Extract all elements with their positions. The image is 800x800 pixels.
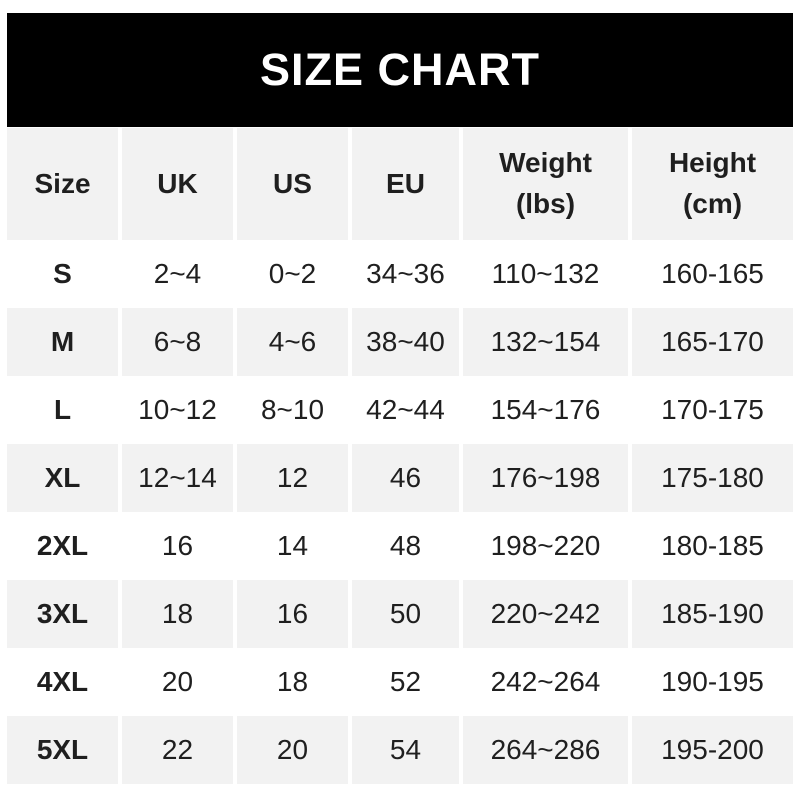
height-value: 190-195: [661, 666, 764, 697]
column-header-label: Height: [668, 147, 757, 179]
size-value: XL: [7, 444, 118, 512]
size-value: 2XL: [36, 530, 89, 561]
uk-value: 22: [122, 716, 233, 784]
us-value: 4~6: [237, 308, 348, 376]
column-header-uk: UK: [122, 128, 233, 240]
uk-value: 18: [122, 580, 233, 648]
weight-value: 132~154: [463, 308, 628, 376]
size-value: S: [53, 258, 72, 289]
column-header-label: EU: [386, 167, 425, 199]
height-value: 185-190: [632, 580, 793, 648]
size-value: 3XL: [7, 580, 118, 648]
column-header-label: Weight: [499, 147, 592, 179]
column-header-weight: Weight (lbs): [463, 128, 628, 240]
column-header-us: US: [237, 128, 348, 240]
us-value: 0~2: [268, 258, 317, 289]
size-value: L: [53, 394, 72, 425]
us-value: 14: [276, 530, 309, 561]
size-value: M: [7, 308, 118, 376]
table-row-3xl: 3XL 18 16 50 220~242 185-190: [7, 580, 793, 648]
column-header-label: UK: [157, 167, 198, 199]
size-value: 5XL: [7, 716, 118, 784]
size-chart-container: SIZE CHART Size UK US EU Weight (lbs): [7, 13, 793, 784]
column-header-sublabel: (cm): [682, 188, 743, 219]
column-header-eu: EU: [352, 128, 459, 240]
us-value: 18: [276, 666, 309, 697]
height-value: 160-165: [661, 258, 764, 289]
us-value: 20: [237, 716, 348, 784]
eu-value: 50: [352, 580, 459, 648]
weight-value: 154~176: [490, 394, 601, 425]
eu-value: 38~40: [352, 308, 459, 376]
weight-value: 110~132: [491, 258, 600, 289]
table-row-m: M 6~8 4~6 38~40 132~154 165-170: [7, 308, 793, 376]
eu-value: 52: [389, 666, 422, 697]
table-row-5xl: 5XL 22 20 54 264~286 195-200: [7, 716, 793, 784]
height-value: 170-175: [661, 394, 764, 425]
size-value: 4XL: [36, 666, 89, 697]
table-row-s: S 2~4 0~2 34~36 110~132 160-165: [7, 240, 793, 308]
eu-value: 34~36: [366, 258, 445, 289]
uk-value: 20: [161, 666, 194, 697]
us-value: 8~10: [260, 394, 325, 425]
weight-value: 264~286: [463, 716, 628, 784]
page-title: SIZE CHART: [260, 44, 540, 95]
us-value: 16: [237, 580, 348, 648]
column-header-size: Size: [7, 128, 118, 240]
height-value: 195-200: [632, 716, 793, 784]
eu-value: 42~44: [366, 394, 445, 425]
column-header-height: Height (cm): [632, 128, 793, 240]
column-header-label: US: [273, 167, 312, 199]
table-row-4xl: 4XL 20 18 52 242~264 190-195: [7, 648, 793, 716]
uk-value: 12~14: [122, 444, 233, 512]
weight-value: 242~264: [490, 666, 601, 697]
table-row-l: L 10~12 8~10 42~44 154~176 170-175: [7, 376, 793, 444]
height-value: 175-180: [632, 444, 793, 512]
uk-value: 16: [161, 530, 194, 561]
eu-value: 48: [389, 530, 422, 561]
uk-value: 10~12: [138, 394, 217, 425]
uk-value: 6~8: [122, 308, 233, 376]
eu-value: 46: [352, 444, 459, 512]
column-header-label: Size: [34, 167, 91, 199]
title-banner: SIZE CHART: [7, 13, 793, 127]
eu-value: 54: [352, 716, 459, 784]
table-header-row: Size UK US EU Weight (lbs) Height (cm): [7, 128, 793, 240]
uk-value: 2~4: [153, 258, 202, 289]
table-row-xl: XL 12~14 12 46 176~198 175-180: [7, 444, 793, 512]
table-row-2xl: 2XL 16 14 48 198~220 180-185: [7, 512, 793, 580]
height-value: 165-170: [632, 308, 793, 376]
column-header-sublabel: (lbs): [515, 188, 576, 219]
weight-value: 220~242: [463, 580, 628, 648]
weight-value: 176~198: [463, 444, 628, 512]
height-value: 180-185: [661, 530, 764, 561]
us-value: 12: [237, 444, 348, 512]
weight-value: 198~220: [490, 530, 601, 561]
